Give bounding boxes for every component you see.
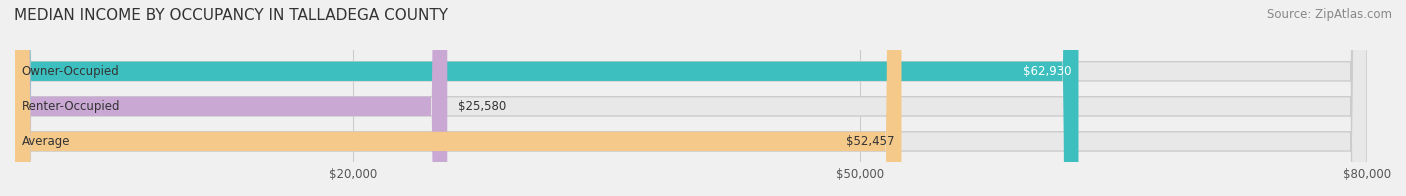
FancyBboxPatch shape <box>15 0 447 196</box>
FancyBboxPatch shape <box>15 0 1078 196</box>
Text: Renter-Occupied: Renter-Occupied <box>21 100 121 113</box>
Text: Average: Average <box>21 135 70 148</box>
FancyBboxPatch shape <box>15 0 901 196</box>
FancyBboxPatch shape <box>15 0 1367 196</box>
Text: $62,930: $62,930 <box>1024 65 1071 78</box>
Text: $25,580: $25,580 <box>458 100 506 113</box>
Text: $52,457: $52,457 <box>846 135 894 148</box>
Text: MEDIAN INCOME BY OCCUPANCY IN TALLADEGA COUNTY: MEDIAN INCOME BY OCCUPANCY IN TALLADEGA … <box>14 8 449 23</box>
Text: Source: ZipAtlas.com: Source: ZipAtlas.com <box>1267 8 1392 21</box>
Text: Owner-Occupied: Owner-Occupied <box>21 65 120 78</box>
FancyBboxPatch shape <box>15 0 1367 196</box>
FancyBboxPatch shape <box>15 0 1367 196</box>
